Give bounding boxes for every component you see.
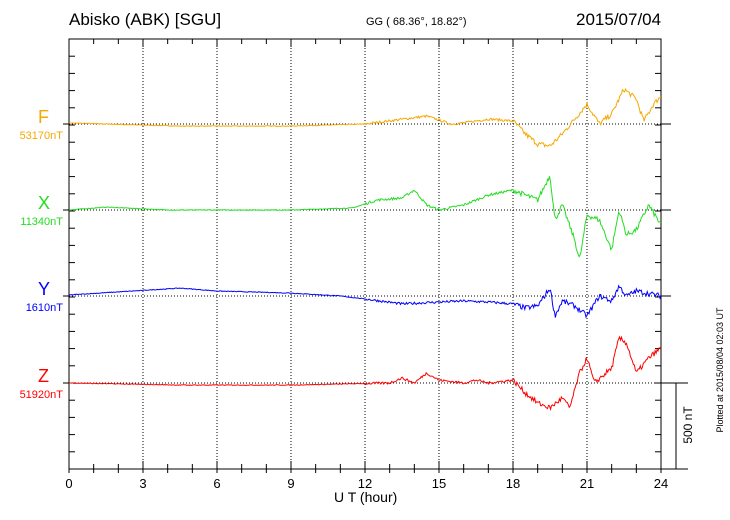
x-tick-label-3: 3 [139,476,146,491]
series-line-Y [68,284,662,319]
component-label-F: F [38,107,49,127]
x-tick-label-6: 6 [213,476,220,491]
x-tick-label-18: 18 [506,476,520,491]
baseline-value-F: 53170nT [19,130,63,142]
component-label-X: X [38,193,51,213]
series-line-X [68,176,662,258]
coordinates: GG ( 68.36°, 18.82°) [366,16,467,28]
station-title: Abisko (ABK) [SGU] [69,10,222,29]
baseline-value-X: 11340nT [20,216,63,228]
x-axis-label: U T (hour) [334,489,398,505]
scale-bar-label: 500 nT [681,406,695,444]
component-label-Y: Y [38,279,51,299]
x-tick-label-9: 9 [287,476,294,491]
plotted-timestamp: Plotted at 2015/08/04 02:03 UT [715,307,725,433]
series-line-F [68,87,662,148]
baseline-value-Y: 1610nT [25,302,63,314]
x-tick-label-0: 0 [65,476,72,491]
date: 2015/07/04 [576,10,662,29]
x-tick-label-24: 24 [654,476,668,491]
plot-frame [68,38,662,470]
baseline-value-Z: 51920nT [19,389,63,401]
x-tick-label-12: 12 [358,476,372,491]
component-label-Z: Z [38,366,49,386]
x-tick-label-15: 15 [432,476,446,491]
x-tick-label-21: 21 [580,476,594,491]
series-line-Z [68,335,662,411]
